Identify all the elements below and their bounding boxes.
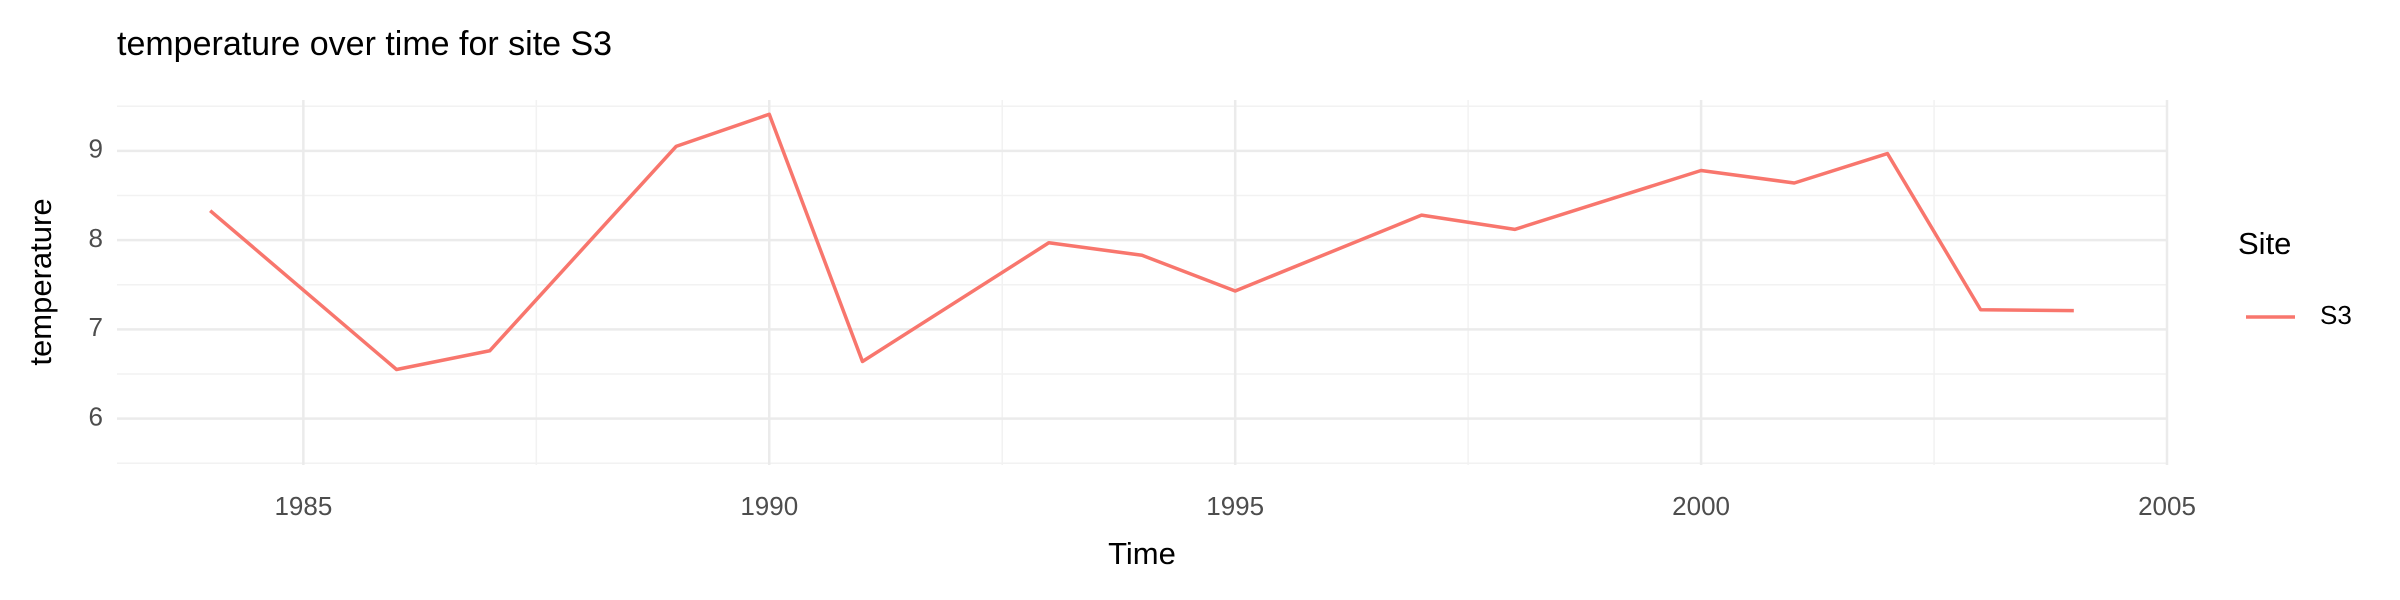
data-line [209, 112, 2074, 372]
x-tick-label: 1985 [274, 491, 332, 521]
legend-label: S3 [2320, 300, 2352, 330]
y-axis-title: temperature [23, 198, 58, 365]
y-tick-label: 9 [89, 134, 103, 164]
y-tick-label: 8 [89, 223, 103, 253]
y-tick-label: 6 [89, 401, 103, 431]
chart-title: temperature over time for site S3 [117, 25, 612, 63]
x-axis-title: Time [1108, 536, 1176, 571]
x-tick-label: 2000 [1672, 491, 1730, 521]
x-tick-label: 2005 [2138, 491, 2196, 521]
x-tick-label: 1990 [740, 491, 798, 521]
y-tick-label: 7 [89, 312, 103, 342]
legend-title: Site [2238, 226, 2291, 261]
x-tick-label: 1995 [1206, 491, 1264, 521]
